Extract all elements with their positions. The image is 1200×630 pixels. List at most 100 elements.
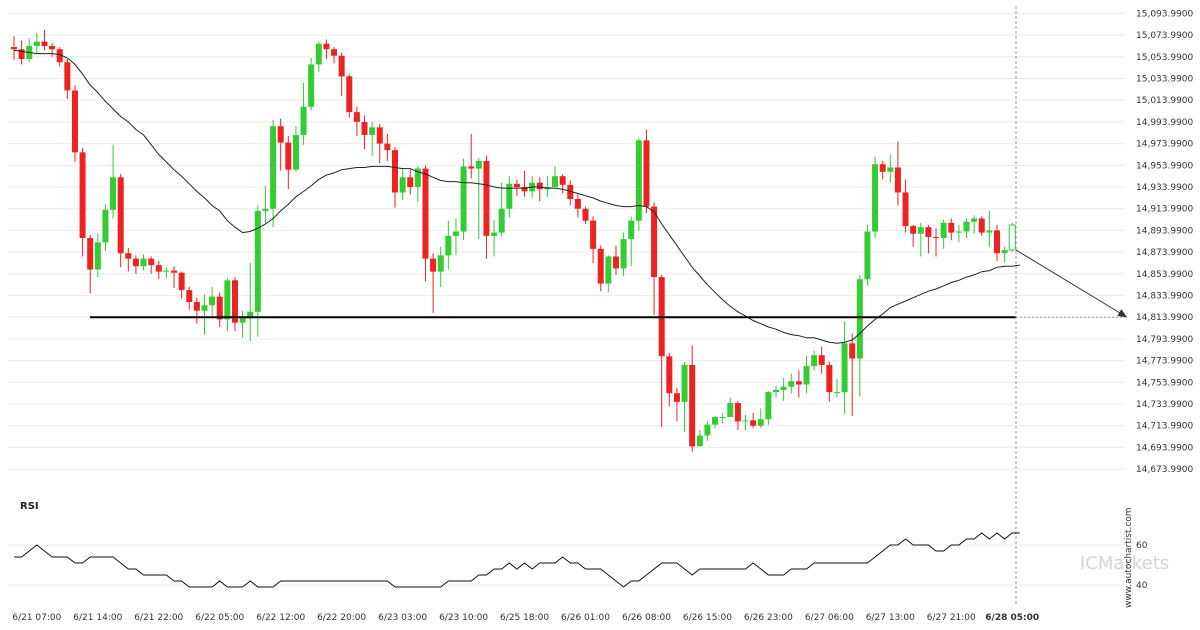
candle-body [925,227,932,237]
candle-body [239,318,246,323]
candle-body [887,167,894,172]
candle-body [727,402,734,418]
candle-body [491,232,498,236]
candle-body [178,272,185,291]
candle-body [79,152,86,239]
candle-body [993,230,1000,254]
candle-body [71,90,78,153]
candle-body [582,208,589,221]
candle-body [940,222,947,239]
time-tick-label: 6/28 05:00 [985,613,1039,623]
time-tick-label: 6/27 21:00 [927,613,976,623]
candle-body [376,127,383,144]
price-tick-label: 14,933.9900 [1136,183,1194,193]
candle-body [757,419,764,426]
candle-body [742,420,749,422]
price-tick-label: 15,013.9900 [1136,96,1194,106]
candle-body [856,279,863,359]
candle-body [948,222,955,233]
candle-body [117,177,124,254]
candle-body [788,381,795,387]
candle-body [331,49,338,56]
time-axis: 6/21 07:00 6/21 14:00 6/21 22:00 6/22 05:00… [12,613,1039,623]
candle-body [902,192,909,227]
candle-body [308,64,315,107]
candle-body [712,417,719,425]
candle-body [468,166,475,169]
candles [11,29,1016,452]
candle-body [369,127,376,135]
time-tick-label: 6/26 23:00 [744,613,793,623]
candle-body [452,231,459,236]
candle-body [315,43,322,65]
candle-body [574,198,581,209]
candle-body [216,296,223,320]
price-tick-label: 14,853.9900 [1136,270,1194,280]
candle-body [1008,224,1016,251]
price-tick-label: 15,033.9900 [1136,75,1194,85]
time-tick-label: 6/21 22:00 [134,613,183,623]
candle-body [254,210,261,312]
time-tick-label: 6/27 06:00 [805,613,854,623]
candle-body [795,381,802,385]
candle-body [49,45,56,50]
candle-body [917,227,924,234]
candle-body [521,187,528,192]
candle-body [292,134,299,170]
price-tick-label: 14,693.9900 [1136,443,1194,453]
time-tick-label: 6/21 07:00 [12,613,61,623]
candle-body [704,424,711,436]
candle-body [635,140,642,221]
candle-body [696,435,703,447]
candle-body [155,265,162,272]
moving-average-line [13,49,1020,344]
price-tick-label: 15,073.9900 [1136,31,1194,41]
price-tick-label: 15,093.9900 [1136,9,1194,19]
candle-body [224,280,231,320]
candle-body [56,49,63,63]
price-tick-label: 14,833.9900 [1136,292,1194,302]
time-tick-label: 6/25 18:00 [500,613,549,623]
price-tick-label: 14,973.9900 [1136,140,1194,150]
candle-body [872,164,879,232]
time-tick-label: 6/21 14:00 [73,613,122,623]
time-tick-label: 6/23 03:00 [378,613,427,623]
candle-body [811,355,818,367]
candle-body [773,389,779,393]
candle-body [612,256,619,269]
price-axis: 15,093.9900 15,073.9900 15,053.9900 15,033.… [1136,9,1194,475]
forecast-arrow [1015,249,1128,318]
candle-body [864,231,871,280]
rsi-tick-label: 40 [1136,581,1148,591]
price-tick-label: 14,953.9900 [1136,161,1194,171]
price-tick-label: 14,673.9900 [1136,465,1194,475]
candle-body [841,343,848,393]
price-tick-label: 14,733.9900 [1136,400,1194,410]
candle-body [818,355,825,365]
candle-body [849,343,856,359]
candle-body [971,218,978,222]
candle-body [193,302,200,311]
candle-body [201,305,208,311]
price-tick-label: 15,053.9900 [1136,53,1194,63]
candle-body [300,106,307,135]
candle-body [399,177,406,193]
candle-body [963,221,970,232]
candle-body [475,160,482,169]
price-tick-label: 14,873.9900 [1136,248,1194,258]
time-tick-label: 6/22 12:00 [256,613,305,623]
candle-body [422,168,429,259]
forecast-arrowhead [1117,309,1127,318]
price-tick-label: 14,753.9900 [1136,378,1194,388]
candle-body [681,364,688,402]
candle-body [666,356,673,394]
price-grid [8,12,1125,470]
candle-body [750,420,757,426]
candle-body [689,364,696,447]
rsi-tick-label: 60 [1136,541,1148,551]
candle-body [483,160,490,236]
candle-body [323,43,330,50]
icmarkets-logo: ICMarkets [1080,553,1169,574]
price-tick-label: 14,993.9900 [1136,118,1194,128]
candle-body [140,258,147,267]
